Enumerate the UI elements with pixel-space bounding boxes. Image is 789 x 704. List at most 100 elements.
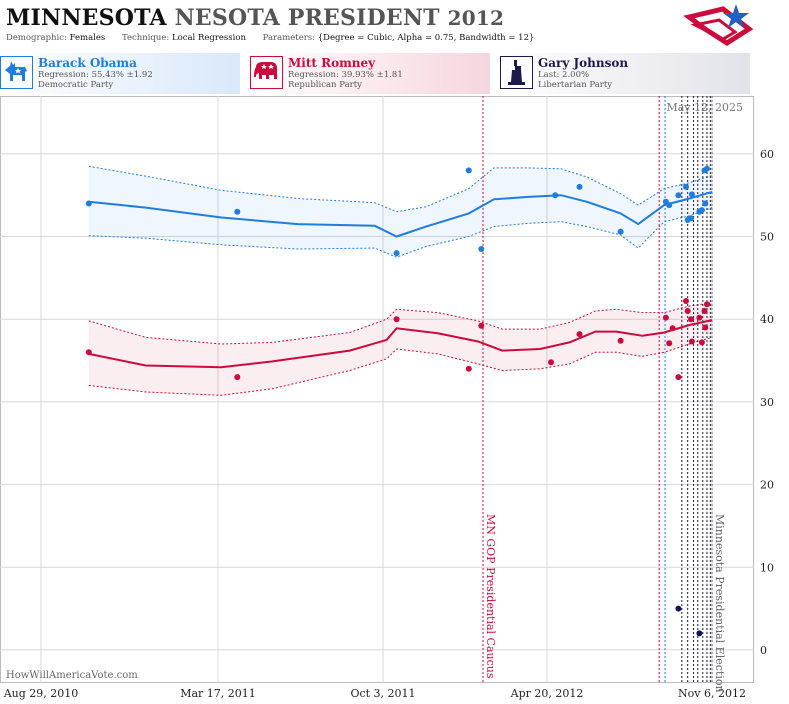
candidate-party: Republican Party xyxy=(288,80,362,90)
poll-point xyxy=(85,200,92,207)
poll-point xyxy=(698,339,705,346)
poll-point xyxy=(688,215,694,222)
candidate-name: Gary Johnson xyxy=(538,56,629,70)
poll-point xyxy=(666,202,673,209)
poll-point xyxy=(696,314,703,321)
poll-point xyxy=(702,200,709,207)
poll-point xyxy=(702,324,709,331)
poll-point xyxy=(478,246,485,252)
poll-points xyxy=(85,165,710,637)
statue-of-liberty-icon xyxy=(508,60,525,85)
y-tick-label: 60 xyxy=(760,148,774,161)
poll-point xyxy=(666,340,673,347)
param-value: {Degree = Cubic, Alpha = 0.75, Bandwidth… xyxy=(317,33,535,43)
poll-point xyxy=(478,322,485,329)
poll-point xyxy=(234,208,241,215)
poll-point xyxy=(465,365,472,372)
candidate-icon-box xyxy=(0,56,33,89)
candidate-stat: Regression: 39.93% ±1.81 xyxy=(288,70,403,80)
site-logo-icon xyxy=(683,4,753,46)
confidence-upper xyxy=(88,165,713,213)
poll-point xyxy=(393,250,400,257)
chart-labels: 0 10 20 30 40 50 60 Aug 29, 2010 Mar 17, 2011 Oct… xyxy=(3,148,774,700)
param-key: Technique: xyxy=(121,33,170,43)
y-tick-label: 0 xyxy=(760,644,767,657)
date-stamp: May 12, 2025 xyxy=(666,101,743,114)
annotation-label: MN GOP Presidential Caucus xyxy=(484,514,497,679)
poll-point xyxy=(548,359,554,366)
confidence-band xyxy=(88,166,713,258)
poll-point xyxy=(576,331,583,338)
candidate-romney: Mitt Romney Regression: 39.93% ±1.81 Rep… xyxy=(250,53,490,94)
param-value: Local Regression xyxy=(171,33,246,43)
y-tick-label: 20 xyxy=(760,479,774,492)
param-value: Females xyxy=(69,33,106,43)
poll-point xyxy=(617,337,624,344)
candidate-name: Barack Obama xyxy=(38,56,137,70)
candidate-icon-box xyxy=(250,56,283,89)
poll-point xyxy=(683,298,689,304)
poll-point xyxy=(675,374,682,381)
candidate-johnson: Gary Johnson Last: 2.00% Libertarian Par… xyxy=(500,53,750,94)
poll-point xyxy=(683,183,689,190)
y-tick-label: 50 xyxy=(760,231,774,244)
poll-point xyxy=(704,301,710,308)
annotation-label: Minnesota Presidential Election xyxy=(713,514,726,693)
confidence-upper xyxy=(88,302,713,345)
poll-point xyxy=(696,630,703,637)
poll-point xyxy=(701,308,708,314)
poll-point xyxy=(669,325,676,332)
poll-point xyxy=(684,308,691,314)
poll-point xyxy=(465,167,472,174)
poll-point xyxy=(675,605,682,612)
elephant-icon xyxy=(254,62,277,79)
candidate-party: Democratic Party xyxy=(38,80,114,90)
poll-point xyxy=(688,316,694,323)
poll-point xyxy=(662,314,669,321)
poll-point xyxy=(675,192,682,199)
poll-point xyxy=(688,338,695,345)
title-year: 2012 xyxy=(447,6,505,30)
candidate-icon-box xyxy=(500,56,533,89)
poll-point xyxy=(688,191,695,198)
title-race: NESOTA PRESIDENT xyxy=(174,5,440,31)
trend-lines xyxy=(88,190,713,369)
y-tick-label: 30 xyxy=(760,396,774,409)
y-tick-label: 40 xyxy=(760,313,774,326)
page-title: MINNESOTA NESOTA PRESIDENT 2012 xyxy=(6,5,504,31)
y-tick-label: 10 xyxy=(760,561,774,574)
poll-point xyxy=(85,349,92,356)
confidence-lower xyxy=(88,207,713,258)
param-key: Parameters: xyxy=(262,33,316,43)
poll-point xyxy=(698,207,705,214)
candidate-party: Libertarian Party xyxy=(538,80,613,90)
poll-point xyxy=(393,316,400,323)
confidence-lower xyxy=(88,336,713,396)
candidate-legend: Barack Obama Regression: 55.43% ±1.92 De… xyxy=(0,53,789,94)
poll-chart: 0 10 20 30 40 50 60 Aug 29, 2010 Mar 17, 2011 Oct… xyxy=(0,96,774,700)
candidate-stat: Last: 2.00% xyxy=(538,70,590,80)
poll-point xyxy=(576,183,583,190)
x-tick-label: Nov 6, 2012 xyxy=(678,687,746,700)
confidence-bands xyxy=(88,165,713,396)
poll-point xyxy=(617,228,624,235)
trend-line xyxy=(88,190,713,238)
candidate-obama: Barack Obama Regression: 55.43% ±1.92 De… xyxy=(0,53,240,94)
x-tick-label: Mar 17, 2011 xyxy=(180,687,256,700)
trend-line xyxy=(88,319,713,369)
param-key: Demographic: xyxy=(6,33,67,43)
parameters-line: Demographic: Females Technique: Local Re… xyxy=(6,33,548,43)
title-state: MINNESOTA xyxy=(6,5,167,31)
poll-point xyxy=(704,165,710,172)
x-tick-label: Oct 3, 2011 xyxy=(350,687,415,700)
credit-label: HowWillAmericaVote.com xyxy=(6,670,138,681)
candidate-name: Mitt Romney xyxy=(288,56,376,70)
x-tick-label: Apr 20, 2012 xyxy=(510,687,584,700)
candidate-stat: Regression: 55.43% ±1.92 xyxy=(38,70,153,80)
poll-point xyxy=(552,192,559,199)
donkey-icon xyxy=(5,61,27,81)
x-tick-label: Aug 29, 2010 xyxy=(3,687,79,700)
title-bar: MINNESOTA NESOTA PRESIDENT 2012 Demograp… xyxy=(0,0,789,50)
poll-point xyxy=(234,374,241,381)
grid-layer xyxy=(0,96,754,683)
